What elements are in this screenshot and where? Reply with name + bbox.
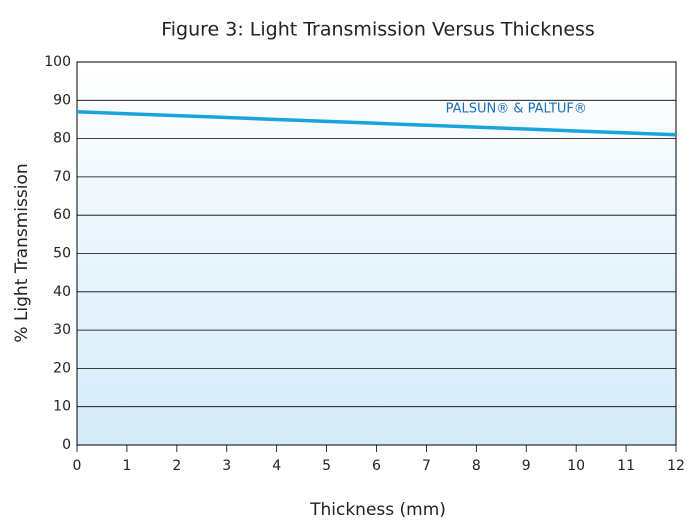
x-tick-label: 4: [272, 458, 281, 474]
y-axis-label: % Light Transmission: [12, 163, 32, 342]
x-tick-label: 5: [322, 458, 331, 474]
x-tick-label: 2: [172, 458, 181, 474]
chart-title: Figure 3: Light Transmission Versus Thic…: [161, 19, 595, 41]
x-tick-label: 0: [73, 458, 82, 474]
series-label: PALSUN® & PALTUF®: [446, 102, 587, 117]
y-tick-label: 80: [53, 131, 71, 147]
x-tick-label: 7: [422, 458, 431, 474]
y-tick-label: 70: [53, 169, 71, 185]
x-tick-label: 9: [522, 458, 531, 474]
x-tick-label: 1: [122, 458, 131, 474]
y-tick-label: 30: [53, 322, 71, 338]
y-tick-label: 20: [53, 360, 71, 376]
x-tick-label: 8: [472, 458, 481, 474]
x-tick-label: 12: [667, 458, 685, 474]
x-tick-label: 6: [372, 458, 381, 474]
series-line: [76, 110, 677, 137]
plot-border: [76, 61, 677, 446]
y-tick-label: 40: [53, 284, 71, 300]
x-tick-label: 11: [617, 458, 635, 474]
y-tick-label: 0: [62, 437, 71, 453]
x-axis-label: Thickness (mm): [309, 500, 446, 520]
x-tick-label: 10: [567, 458, 585, 474]
y-tick-label: 100: [44, 54, 71, 70]
x-tick-label: 3: [222, 458, 231, 474]
y-tick-label: 50: [53, 246, 71, 262]
y-tick-label: 10: [53, 399, 71, 415]
y-tick-label: 60: [53, 207, 71, 223]
y-tick-label: 90: [53, 92, 71, 108]
